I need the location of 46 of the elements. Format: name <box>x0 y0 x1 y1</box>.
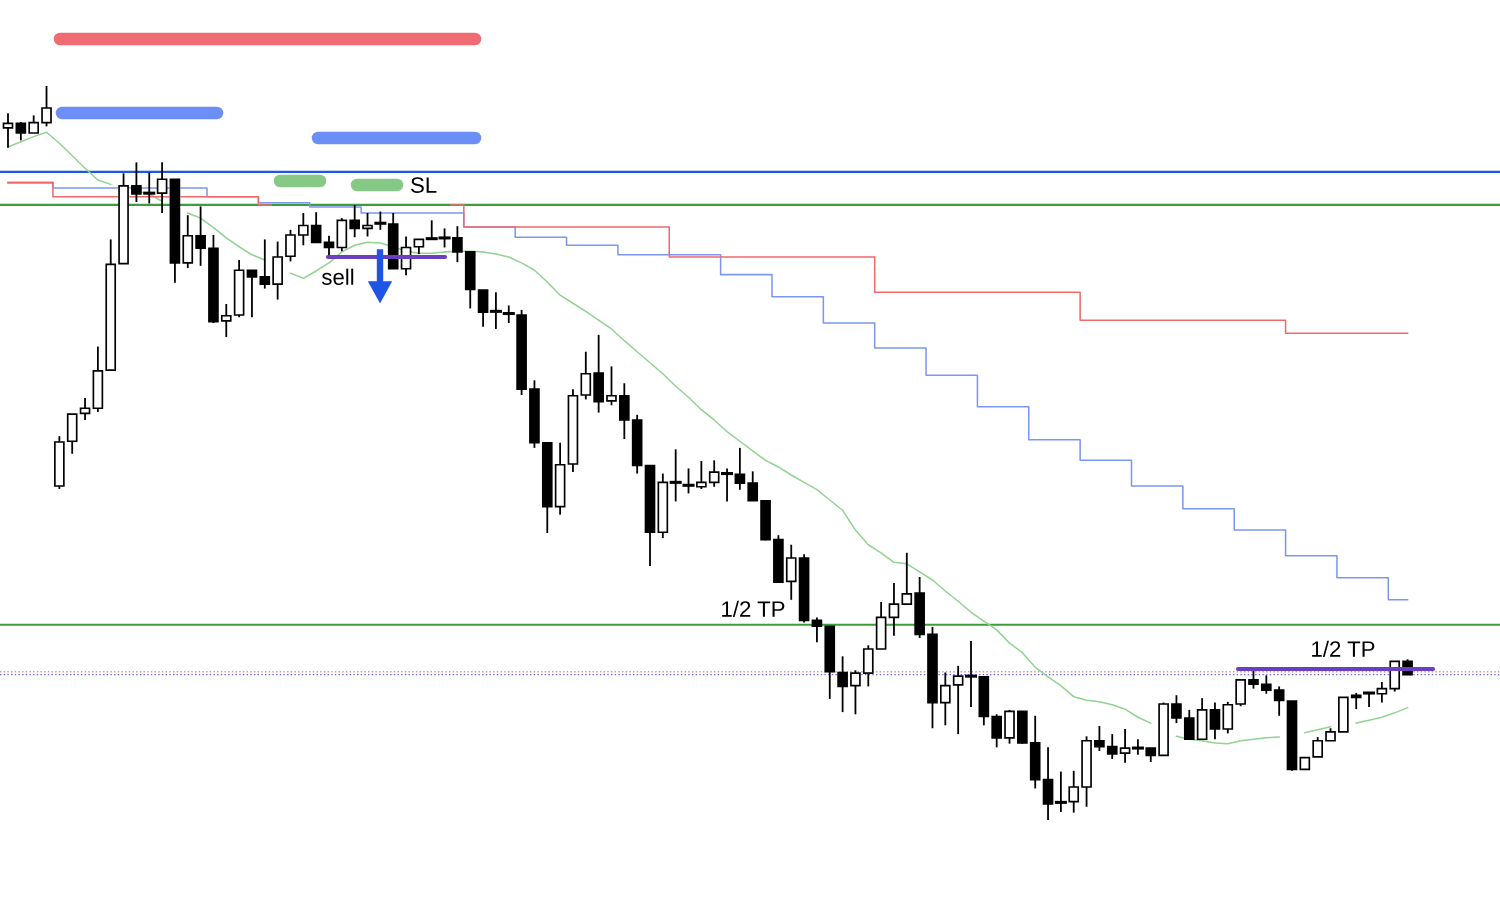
candlestick <box>606 365 617 407</box>
candlestick <box>349 204 361 239</box>
candlestick <box>15 121 27 142</box>
candlestick <box>939 671 951 727</box>
candlestick <box>1171 694 1182 725</box>
candlestick <box>1273 685 1285 717</box>
candlestick <box>901 551 913 606</box>
candlestick <box>991 713 1003 749</box>
candlestick <box>1260 674 1272 695</box>
annotation: 1/2 TP <box>1312 640 1375 657</box>
annotation: 1/2 TP <box>722 600 785 617</box>
candlestick <box>734 446 746 491</box>
candlestick <box>477 289 489 328</box>
candlestick <box>285 228 296 263</box>
candlestick <box>888 582 900 637</box>
candlestick <box>297 212 309 247</box>
candlestick <box>79 397 91 421</box>
candlestick <box>785 543 797 601</box>
candlestick <box>259 238 271 290</box>
candlestick <box>1183 708 1195 741</box>
candlestick <box>1248 669 1259 690</box>
candlestick <box>952 664 964 736</box>
candlestick <box>747 470 759 502</box>
annotation: SL <box>411 177 437 193</box>
candlestick <box>580 350 592 401</box>
candlestick <box>1376 681 1388 704</box>
annotation: sell <box>321 268 354 285</box>
candlestick <box>1312 736 1324 758</box>
candlestick <box>1119 728 1131 764</box>
candlestick <box>1209 701 1221 741</box>
candlestick <box>362 212 373 238</box>
candlestick <box>837 655 848 714</box>
candlestick <box>220 303 232 338</box>
candlestick <box>964 639 978 708</box>
candlestick <box>1094 725 1105 752</box>
candlestick <box>246 269 258 319</box>
candlestick <box>310 211 322 244</box>
candlestick <box>2 112 14 149</box>
candlestick <box>850 669 861 716</box>
candlestick <box>669 448 682 503</box>
candlestick <box>156 161 168 214</box>
candlestick <box>374 210 387 231</box>
candlestick <box>811 616 823 644</box>
candlestick <box>41 85 52 128</box>
candlestick <box>1106 733 1118 760</box>
candlestick <box>195 205 206 267</box>
